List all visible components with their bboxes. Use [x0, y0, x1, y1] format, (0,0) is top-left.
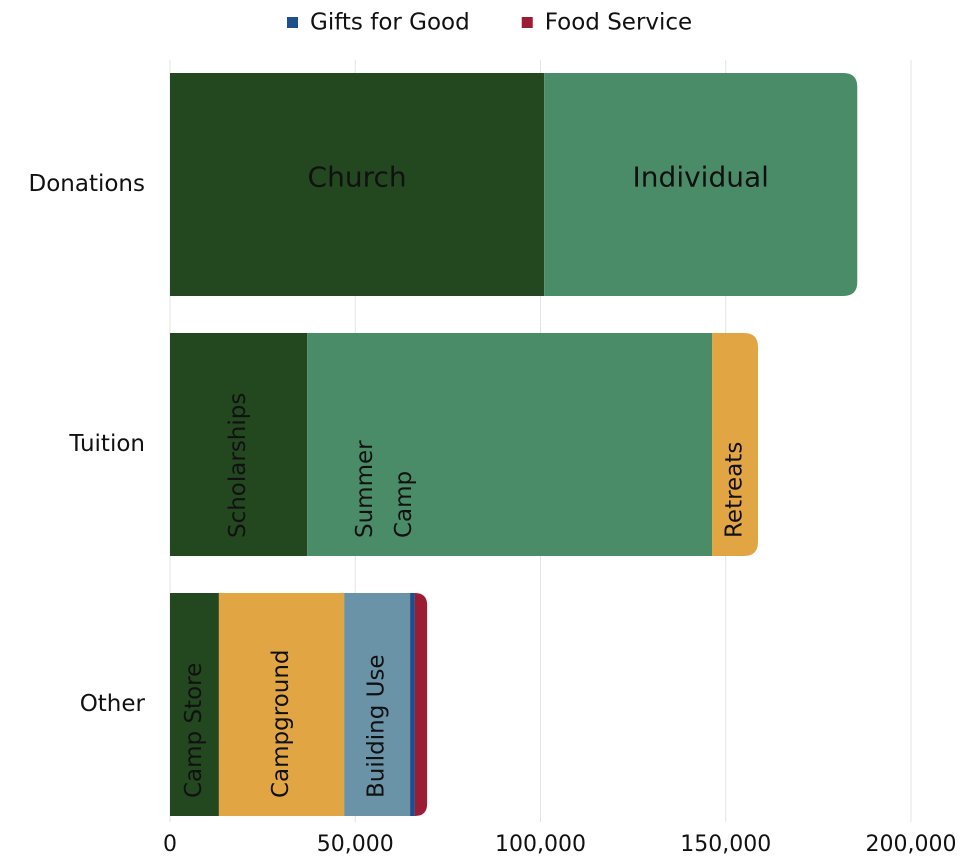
legend-label: Food Service — [545, 10, 692, 36]
y-tick-label: Donations — [29, 171, 146, 197]
segment-label: Individual — [633, 161, 769, 194]
segment-label: Building Use — [364, 654, 390, 798]
segment-label: Church — [308, 161, 407, 194]
bar-segment — [218, 593, 345, 816]
legend-marker — [287, 17, 298, 28]
bar-segment — [170, 593, 219, 816]
segment-label: Scholarships — [225, 393, 251, 538]
bar-segment — [170, 73, 545, 296]
y-tick-label: Tuition — [68, 431, 145, 457]
x-tick-label: 100,000 — [495, 832, 586, 857]
bar-segment — [712, 333, 758, 556]
legend-label: Gifts for Good — [310, 10, 470, 36]
y-tick-label: Other — [80, 691, 146, 717]
bar-segment — [170, 333, 308, 556]
bar-segment — [414, 593, 428, 816]
segment-label: Camp Store — [181, 663, 207, 798]
bar-segment — [344, 593, 411, 816]
segment-label: Summer Camp — [352, 433, 417, 538]
x-tick-label: 50,000 — [317, 832, 394, 857]
bar-segment — [410, 593, 415, 816]
legend-marker — [521, 17, 533, 28]
segment-label: Retreats — [722, 442, 748, 538]
bar-segment — [307, 333, 713, 556]
x-tick-label: 0 — [163, 832, 177, 857]
segment-label: Campground — [268, 649, 294, 798]
bar-segment — [544, 73, 858, 296]
x-tick-label: 200,000 — [866, 832, 957, 857]
x-tick-label: 150,000 — [680, 832, 771, 857]
